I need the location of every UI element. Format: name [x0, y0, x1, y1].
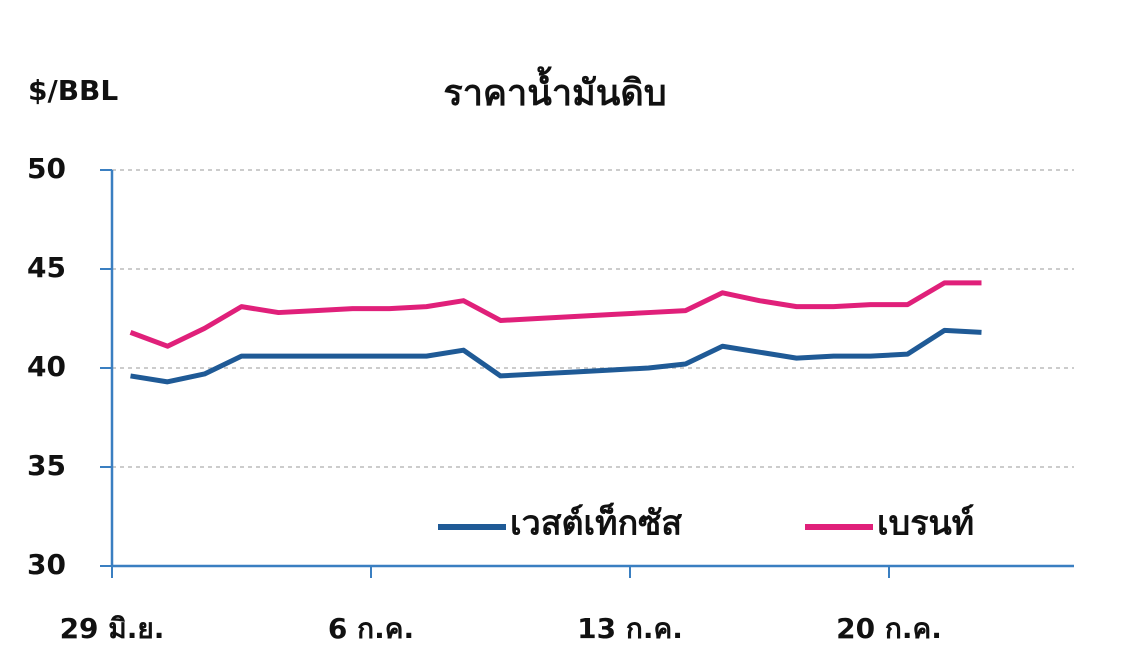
x-tick-label: 6 ก.ค.: [328, 612, 414, 645]
x-tick-label: 29 มิ.ย.: [60, 612, 165, 645]
legend-label: เวสต์เท็กซัส: [510, 502, 682, 544]
chart-title: ราคาน้ำมันดิบ: [443, 66, 666, 114]
series-line: [129, 280, 982, 349]
y-tick-label: 35: [27, 449, 66, 482]
y-tick-label: 50: [27, 152, 66, 185]
x-tick-label: 13 ก.ค.: [577, 612, 683, 645]
y-axis-label: $/BBL: [28, 74, 118, 107]
y-tick-label: 45: [27, 251, 66, 284]
series-line: [130, 327, 982, 385]
legend-label: เบรนท์: [877, 504, 974, 544]
y-tick-label: 30: [27, 548, 66, 581]
y-tick-label: 40: [27, 350, 66, 383]
x-tick-label: 20 ก.ค.: [836, 612, 942, 645]
